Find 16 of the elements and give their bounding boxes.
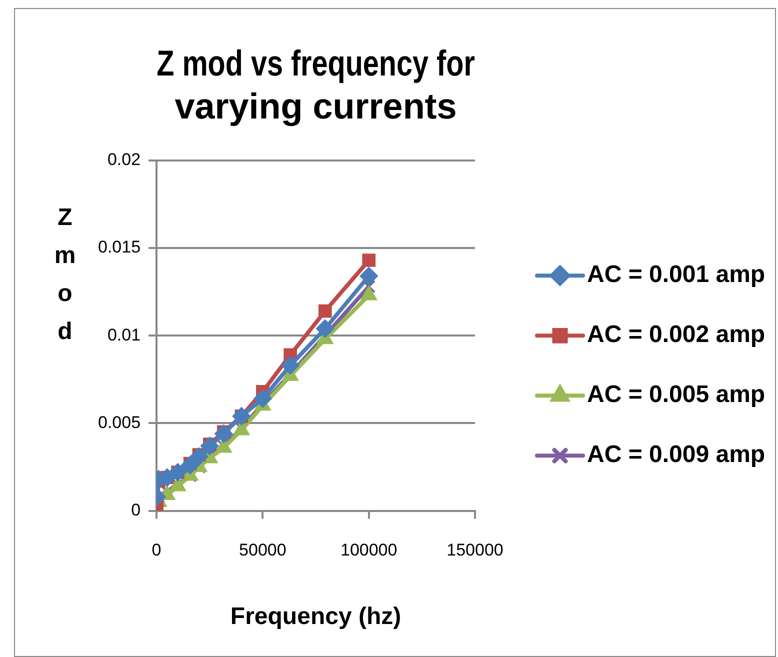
y-tick-label: 0 (131, 500, 141, 520)
legend-label: AC = 0.009 amp (587, 441, 766, 468)
y-axis-title: Z mod (54, 204, 76, 346)
y-tick-label: 0.01 (107, 325, 141, 344)
x-axis-title: Frequency (hz) (230, 603, 402, 630)
legend-label: AC = 0.001 amp (587, 261, 766, 288)
x-tick-label: 50000 (239, 540, 286, 560)
x-tick-label: 100000 (340, 540, 398, 560)
legend-label: AC = 0.005 amp (587, 381, 766, 408)
x-tick-label: 150000 (446, 540, 504, 560)
y-tick-label: 0.015 (98, 238, 141, 257)
y-tick-label: 0.02 (107, 150, 141, 170)
y-tick-label: 0.005 (98, 412, 141, 432)
x-tick-label: 0 (152, 540, 162, 560)
chart-title: Z mod vs frequency for varying currents (156, 42, 476, 127)
legend-label: AC = 0.002 amp (587, 321, 766, 348)
